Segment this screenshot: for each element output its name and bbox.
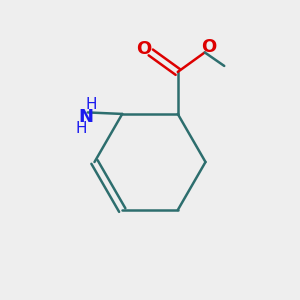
Text: H: H [75,121,87,136]
Text: O: O [136,40,152,58]
Text: N: N [79,108,94,126]
Text: O: O [202,38,217,56]
Text: H: H [85,98,97,112]
